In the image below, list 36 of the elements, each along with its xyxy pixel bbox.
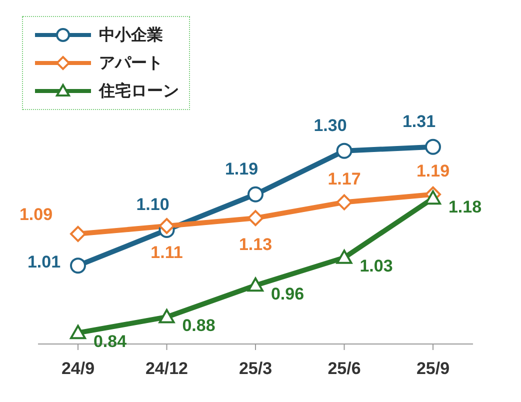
data-label: 1.31	[402, 112, 436, 131]
point	[336, 194, 352, 210]
point	[70, 324, 86, 340]
data-label: 0.88	[182, 316, 216, 336]
legend-label: 中小企業	[99, 26, 163, 46]
data-label: 1.11	[150, 243, 183, 262]
data-label: 0.96	[270, 284, 304, 304]
x-tick-label: 25/9	[416, 359, 450, 378]
data-label: 1.17	[328, 169, 361, 188]
point	[425, 138, 441, 155]
x-tick-label: 25/3	[238, 359, 272, 378]
x-tick-label: 24/12	[145, 359, 188, 378]
data-label: 1.30	[314, 116, 347, 135]
data-label: 1.03	[360, 256, 393, 276]
point	[425, 190, 441, 205]
legend-label: 住宅ローン	[99, 81, 179, 102]
data-label: 0.84	[93, 332, 128, 351]
x-tick-label: 24/9	[61, 359, 95, 378]
point	[70, 226, 86, 242]
data-label: 1.10	[136, 194, 170, 214]
point	[158, 309, 175, 324]
point	[248, 210, 264, 226]
x-tick-label: 25/6	[328, 359, 361, 378]
data-label: 1.19	[416, 161, 450, 180]
point	[248, 277, 264, 292]
data-label: 1.09	[19, 204, 53, 224]
point	[248, 186, 264, 202]
legend-label: アパート	[99, 54, 163, 74]
point	[336, 142, 352, 159]
data-label: 1.18	[448, 197, 482, 216]
data-label: 1.13	[238, 235, 272, 254]
point	[70, 258, 86, 274]
data-label: 1.01	[27, 252, 61, 272]
point	[336, 250, 352, 264]
data-label: 1.19	[224, 159, 258, 178]
point	[158, 218, 175, 234]
